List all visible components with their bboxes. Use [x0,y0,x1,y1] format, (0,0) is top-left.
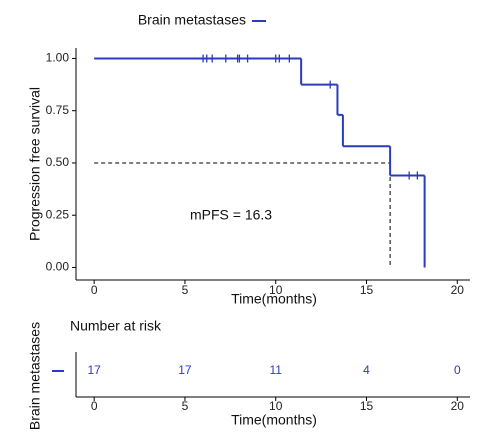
x-tick-label: 15 [360,283,374,297]
censor-mark [405,171,414,180]
censor-mark [221,54,230,63]
x-tick-label: 5 [182,283,189,297]
censor-mark [243,54,252,63]
censor-mark [413,171,422,180]
x-tick-label: 20 [451,399,465,413]
risk-y-axis-label: Brain metastases [27,322,43,430]
risk-count: 4 [363,363,370,377]
risk-count: 17 [178,363,192,377]
x-tick-label: 20 [451,283,465,297]
risk-count: 17 [87,363,101,377]
y-tick-label: 0.25 [46,207,70,221]
risk-count: 0 [454,363,461,377]
y-tick-label: 0.00 [46,260,70,274]
annotation: mPFS = 16.3 [190,207,272,223]
x-axis-label: Time(months) [231,291,317,307]
risk-count: 11 [269,363,282,377]
censor-mark [235,54,244,63]
y-tick-label: 1.00 [46,51,70,65]
x-tick-label: 5 [182,399,189,413]
censor-mark [285,54,294,63]
x-tick-label: 10 [269,283,283,297]
risk-title: Number at risk [70,318,162,334]
x-tick-label: 10 [269,399,283,413]
y-axis-label: Progression free survival [27,87,43,241]
x-tick-label: 0 [91,399,98,413]
y-tick-label: 0.50 [46,155,70,169]
x-tick-label: 0 [91,283,98,297]
y-tick-label: 0.75 [46,103,70,117]
risk-x-axis-label: Time(months) [231,412,317,428]
legend-label: Brain metastases [138,12,246,28]
censor-mark [275,54,284,63]
x-tick-label: 15 [360,399,374,413]
censor-mark [208,54,217,63]
censor-mark [326,80,335,89]
